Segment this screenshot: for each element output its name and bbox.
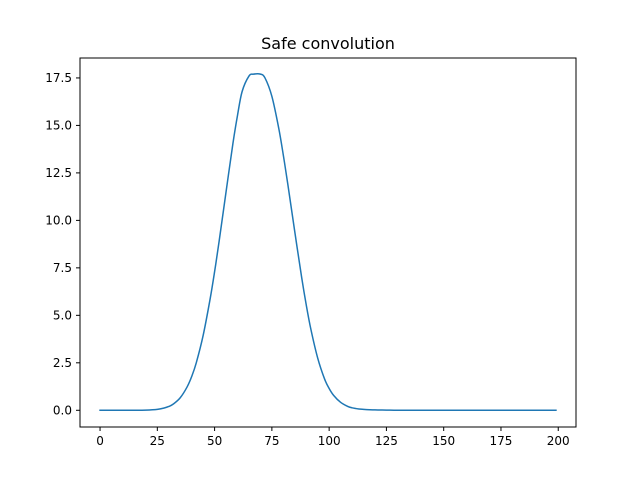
y-tick-label: 0.0 [53, 403, 72, 417]
y-axis-ticks: 0.0 2.5 5.0 7.5 10.0 12.5 15.0 17.5 [45, 71, 80, 417]
plot-lines [99, 73, 557, 412]
x-tick-label: 25 [150, 434, 165, 448]
series-line [99, 73, 557, 412]
x-tick-label: 125 [375, 434, 398, 448]
plot-area-frame [79, 57, 577, 428]
x-tick-label: 175 [490, 434, 513, 448]
x-tick-label: 75 [264, 434, 279, 448]
y-tick-label: 10.0 [45, 213, 72, 227]
x-tick-label: 100 [318, 434, 341, 448]
y-tick-label: 17.5 [45, 71, 72, 85]
x-axis-ticks: 0 25 50 75 100 125 150 175 200 [96, 427, 570, 448]
x-tick-label: 150 [432, 434, 455, 448]
y-tick-label: 2.5 [53, 356, 72, 370]
y-tick-label: 12.5 [45, 166, 72, 180]
x-tick-label: 50 [207, 434, 222, 448]
x-tick-label: 0 [96, 434, 104, 448]
x-tick-label: 200 [547, 434, 570, 448]
y-tick-label: 5.0 [53, 308, 72, 322]
chart-title: Safe convolution [261, 34, 395, 53]
y-tick-label: 15.0 [45, 118, 72, 132]
y-tick-label: 7.5 [53, 261, 72, 275]
